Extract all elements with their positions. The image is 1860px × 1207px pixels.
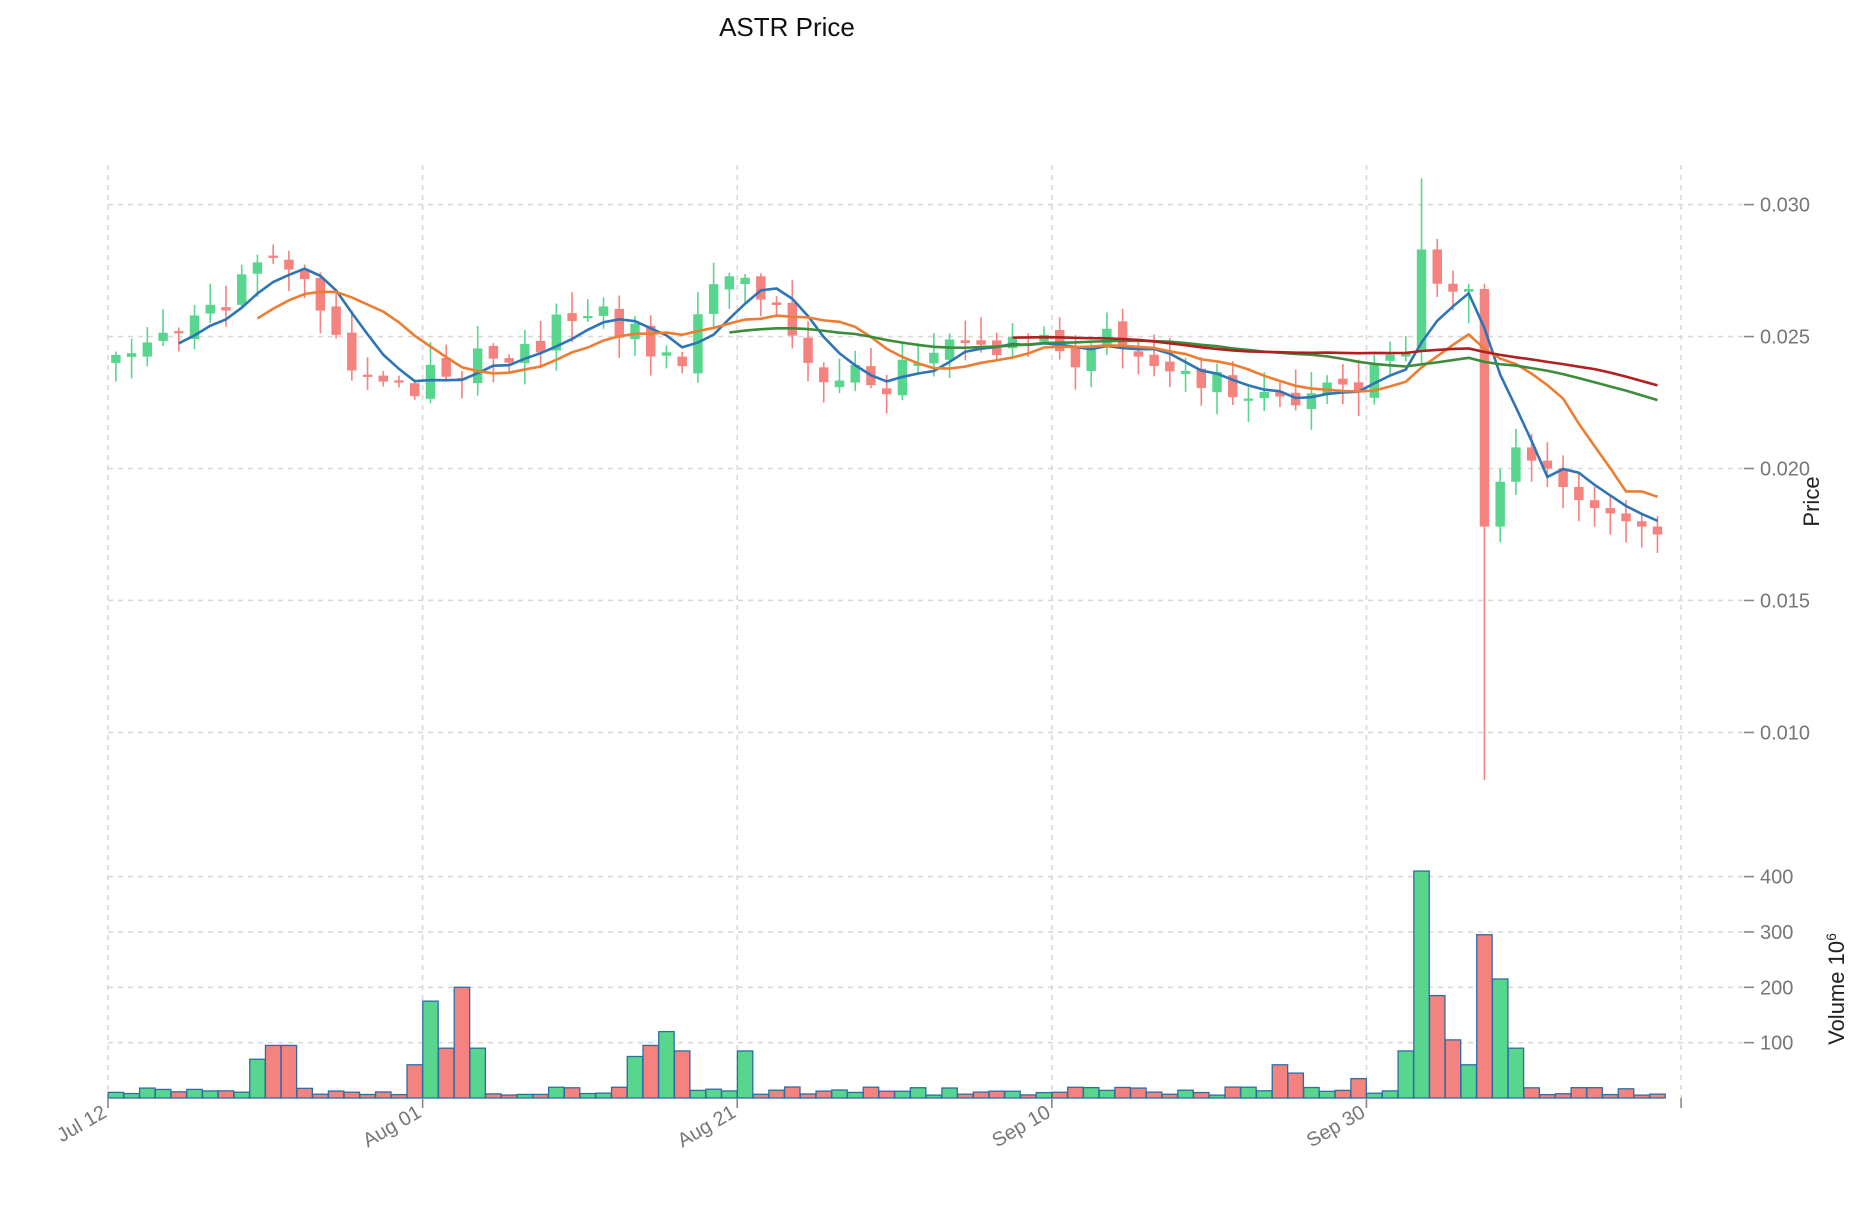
svg-text:200: 200 [1760, 977, 1793, 999]
svg-text:0.030: 0.030 [1760, 195, 1810, 217]
svg-text:Price: Price [1799, 476, 1824, 526]
svg-text:0.015: 0.015 [1760, 590, 1810, 612]
svg-text:400: 400 [1760, 867, 1793, 889]
svg-text:300: 300 [1760, 922, 1793, 944]
svg-text:100: 100 [1760, 1033, 1793, 1055]
svg-text:0.010: 0.010 [1760, 722, 1810, 744]
svg-text:Sep 10: Sep 10 [988, 1101, 1054, 1152]
svg-text:Aug 01: Aug 01 [359, 1101, 425, 1152]
svg-text:Sep 30: Sep 30 [1303, 1101, 1369, 1152]
svg-text:Jul 12: Jul 12 [53, 1101, 110, 1147]
svg-text:Volume 106: Volume 106 [1823, 933, 1849, 1045]
svg-text:0.025: 0.025 [1760, 327, 1810, 349]
svg-text:Aug 21: Aug 21 [674, 1101, 740, 1152]
